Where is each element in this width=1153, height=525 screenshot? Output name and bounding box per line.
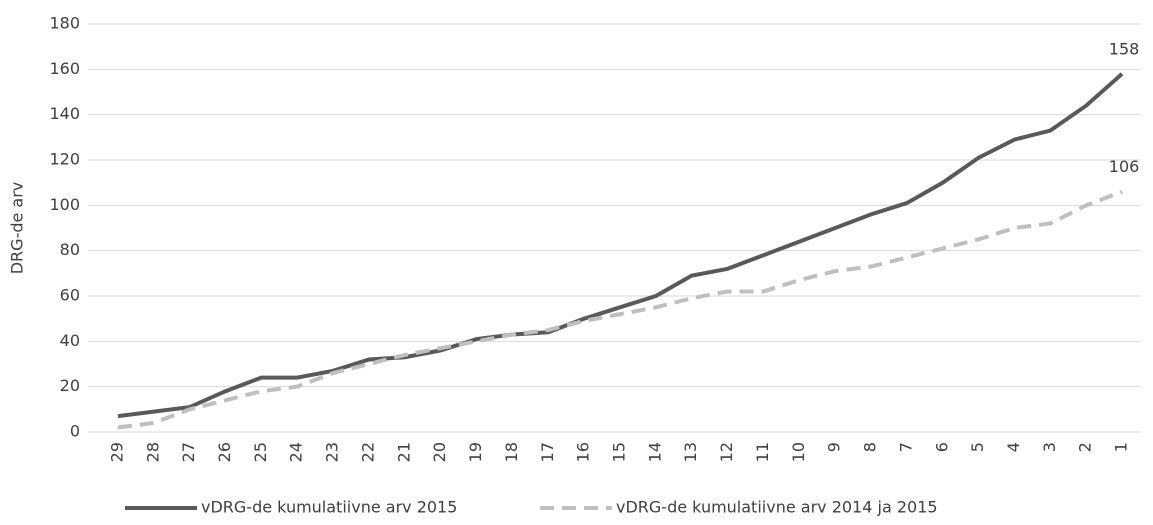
x-tick-label: 13 — [681, 442, 700, 462]
x-tick-label: 15 — [610, 442, 629, 462]
y-tick-label: 180 — [49, 14, 80, 33]
x-tick-label: 1 — [1112, 442, 1131, 452]
x-tick-label: 9 — [825, 442, 844, 452]
x-tick-label: 21 — [394, 442, 413, 462]
x-tick-label: 2 — [1076, 442, 1095, 452]
data-label: 158 — [1109, 39, 1140, 58]
x-tick-label: 3 — [1040, 442, 1059, 452]
x-tick-label: 11 — [753, 442, 772, 462]
data-label: 106 — [1109, 157, 1140, 176]
y-tick-label: 140 — [49, 104, 80, 123]
x-tick-label: 8 — [861, 442, 880, 452]
x-tick-label: 10 — [789, 442, 808, 462]
x-tick-label: 7 — [896, 442, 915, 452]
y-tick-label: 0 — [70, 422, 80, 441]
x-tick-label: 28 — [143, 442, 162, 462]
x-tick-label: 19 — [466, 442, 485, 462]
x-tick-label: 25 — [251, 442, 270, 462]
x-tick-label: 14 — [645, 442, 664, 462]
line-series — [117, 189, 1123, 430]
y-tick-label: 20 — [60, 376, 80, 395]
x-tick-label: 24 — [287, 442, 306, 462]
y-axis-label: DRG-de arv — [8, 182, 27, 275]
x-tick-label: 4 — [1004, 442, 1023, 452]
x-tick-label: 26 — [215, 442, 234, 462]
legend-label: vDRG-de kumulatiivne arv 2015 — [201, 498, 457, 517]
x-tick-label: 29 — [107, 442, 126, 462]
x-tick-label: 22 — [358, 442, 377, 462]
line-series — [117, 72, 1124, 419]
x-tick-label: 18 — [502, 442, 521, 462]
x-tick-label: 16 — [574, 442, 593, 462]
x-tick-label: 27 — [179, 442, 198, 462]
y-tick-label: 40 — [60, 331, 80, 350]
legend-label: vDRG-de kumulatiivne arv 2014 ja 2015 — [616, 498, 938, 517]
x-tick-label: 6 — [932, 442, 951, 452]
y-tick-label: 80 — [60, 240, 80, 259]
y-tick-label: 60 — [60, 286, 80, 305]
y-tick-label: 100 — [49, 195, 80, 214]
x-tick-label: 20 — [430, 442, 449, 462]
y-tick-label: 160 — [49, 59, 80, 78]
y-tick-label: 120 — [49, 150, 80, 169]
x-tick-label: 23 — [323, 442, 342, 462]
x-tick-label: 12 — [717, 442, 736, 462]
x-tick-label: 17 — [538, 442, 557, 462]
x-tick-label: 5 — [968, 442, 987, 452]
